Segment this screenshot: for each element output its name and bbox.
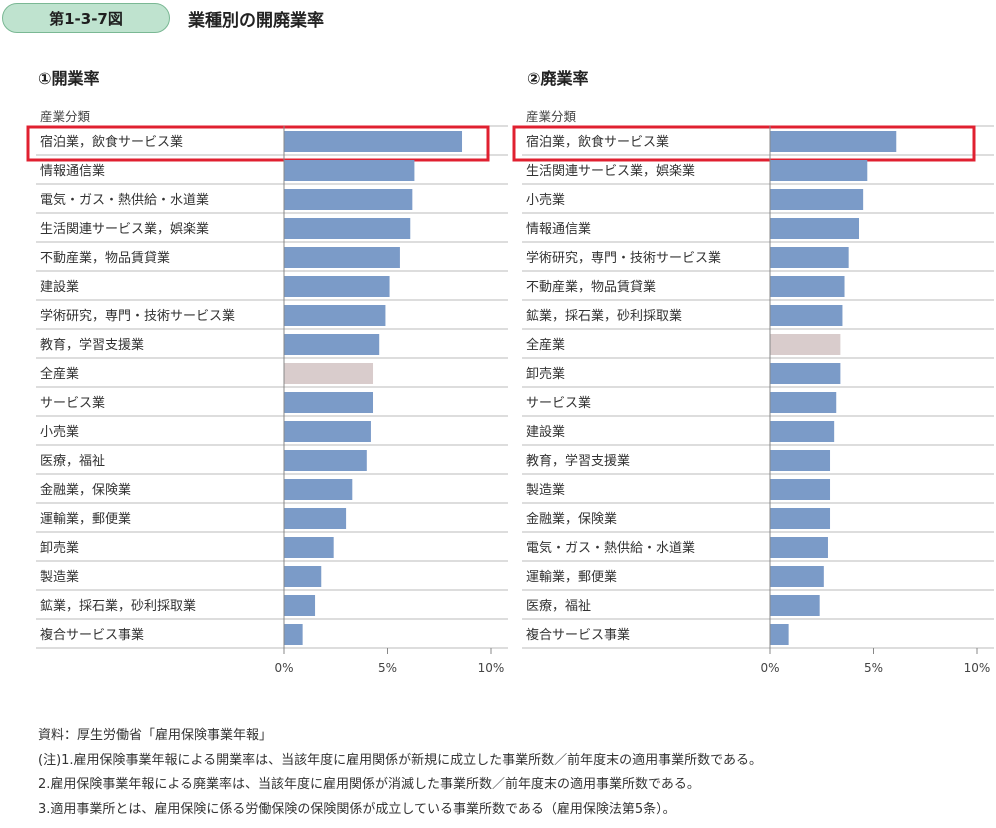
bar <box>284 566 322 587</box>
total-bar <box>284 363 374 384</box>
highlight-box <box>512 125 976 162</box>
bar <box>770 392 837 413</box>
category-label: 建設業 <box>526 424 565 440</box>
bar <box>284 131 463 152</box>
note-3: 3.適用事業所とは、雇用保険に係る労働保険の保険関係が成立している事業所数である… <box>38 801 676 817</box>
bar <box>284 508 347 529</box>
bar <box>770 421 835 442</box>
bar <box>770 624 789 645</box>
bar <box>284 595 316 616</box>
category-label: 全産業 <box>526 337 565 353</box>
category-label: 建設業 <box>40 279 79 295</box>
bar <box>284 218 411 239</box>
category-label: 情報通信業 <box>526 221 591 237</box>
bar <box>770 160 868 181</box>
bar <box>770 479 831 500</box>
opening-rate-chart: 産業分類宿泊業，飲食サービス業情報通信業電気・ガス・熱供給・水道業生活関連サービ… <box>26 109 508 675</box>
category-label: 情報通信業 <box>40 163 105 179</box>
category-label: 複合サービス事業 <box>526 627 630 643</box>
bar <box>284 334 380 355</box>
category-label: 鉱業，採石業，砂利採取業 <box>526 308 682 324</box>
category-label: 電気・ガス・熱供給・水道業 <box>40 192 209 208</box>
bar <box>770 595 820 616</box>
bar <box>284 421 371 442</box>
category-label: サービス業 <box>40 395 105 411</box>
category-label: 小売業 <box>526 192 565 208</box>
category-label: 宿泊業，飲食サービス業 <box>526 134 669 150</box>
category-label: 金融業，保険業 <box>40 482 131 498</box>
opening-rate-title: ①開業率 <box>38 69 100 88</box>
category-label: サービス業 <box>526 395 591 411</box>
note-1: (注)1.雇用保険事業年報による開業率は、当該年度に雇用関係が新規に成立した事業… <box>38 752 763 768</box>
bar <box>770 566 824 587</box>
category-header: 産業分類 <box>40 109 91 124</box>
bar <box>284 160 415 181</box>
category-label: 運輸業，郵便業 <box>526 569 617 585</box>
closing-rate-title: ②廃業率 <box>527 69 589 88</box>
bar <box>284 450 367 471</box>
bar <box>284 247 400 268</box>
bar <box>284 305 386 326</box>
category-label: 全産業 <box>40 366 79 382</box>
category-label: 不動産業，物品賃貸業 <box>40 250 170 266</box>
bar <box>770 276 845 297</box>
bar <box>284 276 390 297</box>
category-label: 運輸業，郵便業 <box>40 511 131 527</box>
highlight-box <box>26 125 490 162</box>
bar <box>770 363 841 384</box>
category-label: 生活関連サービス業，娯楽業 <box>40 221 209 237</box>
bar <box>770 537 828 558</box>
category-label: 教育，学習支援業 <box>40 337 144 353</box>
bar <box>284 392 374 413</box>
category-label: 学術研究，専門・技術サービス業 <box>40 308 235 324</box>
bar <box>770 450 831 471</box>
bar <box>770 305 843 326</box>
figure-number-badge: 第1-3-7図 <box>2 3 170 33</box>
category-label: 複合サービス事業 <box>40 627 144 643</box>
category-header: 産業分類 <box>526 109 577 124</box>
category-label: 医療，福祉 <box>40 454 105 469</box>
category-label: 卸売業 <box>526 366 565 382</box>
x-tick-label: 0% <box>274 661 293 675</box>
x-tick-label: 0% <box>760 661 779 675</box>
total-bar <box>770 334 841 355</box>
figure-title: 業種別の開廃業率 <box>188 11 324 31</box>
category-label: 教育，学習支援業 <box>526 453 630 469</box>
category-label: 製造業 <box>40 569 79 585</box>
bar <box>770 218 860 239</box>
category-label: 電気・ガス・熱供給・水道業 <box>526 540 695 556</box>
x-tick-label: 5% <box>864 661 883 675</box>
bar <box>284 189 413 210</box>
category-label: 医療，福祉 <box>526 599 591 614</box>
x-tick-label: 5% <box>378 661 397 675</box>
notes-section: 資料：厚生労働省「雇用保険事業年報」 (注)1.雇用保険事業年報による開業率は、… <box>38 724 762 822</box>
bar <box>284 624 303 645</box>
bar <box>284 479 353 500</box>
category-label: 鉱業，採石業，砂利採取業 <box>40 598 196 614</box>
category-label: 金融業，保険業 <box>526 511 617 527</box>
source-note: 資料：厚生労働省「雇用保険事業年報」 <box>38 728 273 743</box>
category-label: 小売業 <box>40 424 79 440</box>
closing-rate-chart: 産業分類宿泊業，飲食サービス業生活関連サービス業，娯楽業小売業情報通信業学術研究… <box>512 109 994 675</box>
bar <box>284 537 334 558</box>
category-label: 不動産業，物品賃貸業 <box>526 279 656 295</box>
bar <box>770 247 849 268</box>
category-label: 卸売業 <box>40 540 79 556</box>
x-tick-label: 10% <box>964 661 991 675</box>
note-2: 2.雇用保険事業年報による廃業率は、当該年度に雇用関係が消滅した事業所数／前年度… <box>38 777 700 792</box>
category-label: 製造業 <box>526 482 565 498</box>
bar <box>770 189 864 210</box>
category-label: 学術研究，専門・技術サービス業 <box>526 250 721 266</box>
bar <box>770 508 831 529</box>
category-label: 宿泊業，飲食サービス業 <box>40 134 183 150</box>
bar <box>770 131 897 152</box>
category-label: 生活関連サービス業，娯楽業 <box>526 163 695 179</box>
x-tick-label: 10% <box>478 661 505 675</box>
